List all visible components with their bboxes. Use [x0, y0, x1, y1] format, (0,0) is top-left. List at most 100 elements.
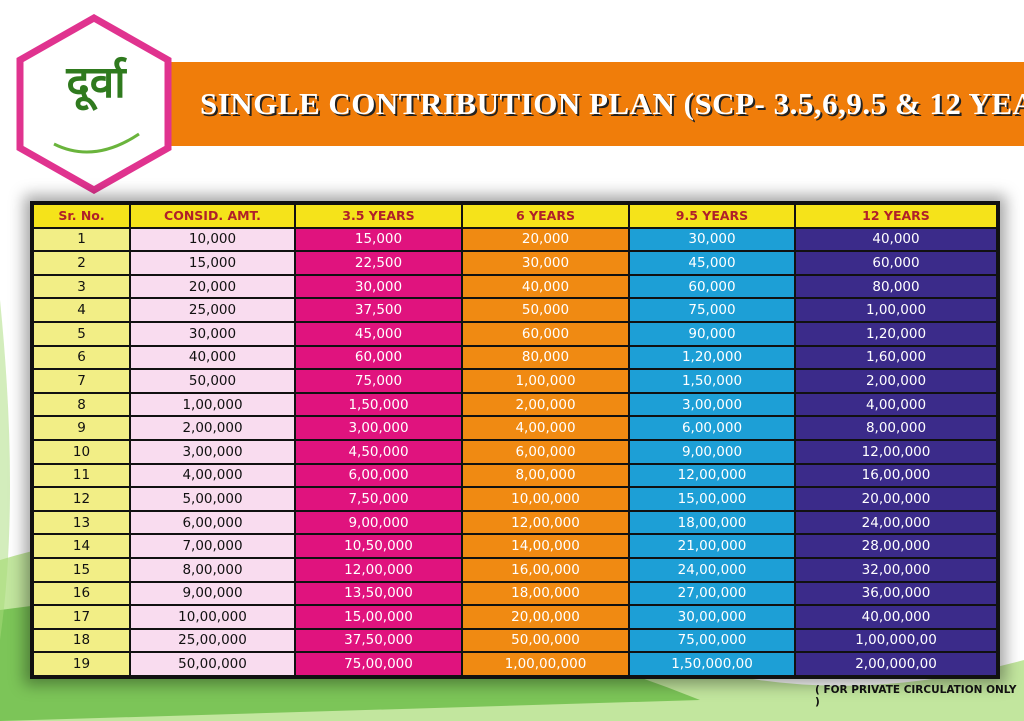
table-cell: 6,00,000	[296, 464, 461, 487]
table-cell: 15	[34, 558, 129, 581]
table-row: 16 9,00,000 13,50,000 18,00,000 27,00,000 36,…	[34, 582, 996, 605]
table-cell: 14,00,000	[463, 535, 628, 557]
table-row: 1 10,000 15,000 20,000 30,000 40,000	[34, 228, 996, 251]
table-cell: 1,00,000,00	[796, 629, 996, 652]
table-cell: 8,00,000	[131, 558, 294, 581]
table-cell: 12,00,000	[296, 558, 461, 581]
table-cell: 21,00,000	[630, 535, 794, 557]
table-cell: 18,00,000	[630, 511, 794, 534]
table-cell: 2	[34, 252, 129, 274]
table-row: 10 3,00,000 4,50,000 6,00,000 9,00,000 12,00,…	[34, 440, 996, 463]
table-cell: 75,000	[296, 370, 461, 392]
table-cell: 25,000	[131, 299, 294, 321]
table-cell: 2,00,000	[131, 417, 294, 439]
table-cell: 5,00,000	[131, 488, 294, 510]
table-cell: 1,50,000,00	[630, 653, 794, 675]
table-cell: 45,000	[296, 322, 461, 345]
table-cell: 11	[34, 464, 129, 487]
table-cell: 22,500	[296, 252, 461, 274]
table-row: 18 25,00,000 37,50,000 50,00,000 75,00,000 1,…	[34, 629, 996, 652]
table-cell: 9,00,000	[630, 440, 794, 463]
table-row: 13 6,00,000 9,00,000 12,00,000 18,00,000 24,0…	[34, 511, 996, 534]
table-cell: 37,50,000	[296, 629, 461, 652]
header-row: Sr. No. CONSID. AMT. 3.5 YEARS 6 YEARS 9.5 Y…	[34, 205, 996, 227]
table-cell: 18,00,000	[463, 582, 628, 605]
table-row: 9 2,00,000 3,00,000 4,00,000 6,00,000 8,00,00…	[34, 417, 996, 439]
plan-table: Sr. No. CONSID. AMT. 3.5 YEARS 6 YEARS 9.5 Y…	[32, 203, 998, 677]
table-cell: 12,00,000	[796, 440, 996, 463]
table-cell: 1,20,000	[630, 346, 794, 369]
table-cell: 14	[34, 535, 129, 557]
logo-leaf	[53, 132, 140, 154]
table-cell: 90,000	[630, 322, 794, 345]
table-cell: 50,000	[131, 370, 294, 392]
table-cell: 60,000	[296, 346, 461, 369]
table-cell: 7,50,000	[296, 488, 461, 510]
table-cell: 16,00,000	[463, 558, 628, 581]
table-cell: 40,00,000	[796, 606, 996, 628]
table-cell: 10	[34, 440, 129, 463]
table-cell: 5	[34, 322, 129, 345]
table-cell: 3,00,000	[630, 393, 794, 416]
table-cell: 20,000	[463, 228, 628, 251]
table-cell: 10,00,000	[463, 488, 628, 510]
table-cell: 4,00,000	[131, 464, 294, 487]
table-cell: 40,000	[796, 228, 996, 251]
column-header: 6 YEARS	[463, 205, 628, 227]
table-row: 14 7,00,000 10,50,000 14,00,000 21,00,000 28,…	[34, 535, 996, 557]
table-row: 19 50,00,000 75,00,000 1,00,00,000 1,50,000,…	[34, 653, 996, 675]
table-cell: 30,000	[463, 252, 628, 274]
table-cell: 15,000	[296, 228, 461, 251]
table-cell: 3	[34, 275, 129, 298]
table-cell: 30,000	[131, 322, 294, 345]
table-cell: 13,50,000	[296, 582, 461, 605]
table-cell: 15,000	[131, 252, 294, 274]
table-cell: 6,00,000	[463, 440, 628, 463]
column-header: 3.5 YEARS	[296, 205, 461, 227]
table-row: 8 1,00,000 1,50,000 2,00,000 3,00,000 4,00,00…	[34, 393, 996, 416]
table-cell: 10,00,000	[131, 606, 294, 628]
table-cell: 4	[34, 299, 129, 321]
table-cell: 17	[34, 606, 129, 628]
table-cell: 1,50,000	[296, 393, 461, 416]
table-cell: 24,00,000	[630, 558, 794, 581]
table-cell: 15,00,000	[296, 606, 461, 628]
table-cell: 1	[34, 228, 129, 251]
table-cell: 3,00,000	[296, 417, 461, 439]
table-cell: 2,00,000	[796, 370, 996, 392]
table-cell: 8,00,000	[463, 464, 628, 487]
table-row: 17 10,00,000 15,00,000 20,00,000 30,00,000 40…	[34, 606, 996, 628]
column-header: CONSID. AMT.	[131, 205, 294, 227]
table-cell: 1,00,000	[131, 393, 294, 416]
table-row: 7 50,000 75,000 1,00,000 1,50,000 2,00,000	[34, 370, 996, 392]
logo	[16, 14, 172, 194]
green-swoosh	[0, 300, 10, 640]
table-cell: 2,00,000,00	[796, 653, 996, 675]
table-row: 11 4,00,000 6,00,000 8,00,000 12,00,000 16,00…	[34, 464, 996, 487]
table-cell: 60,000	[630, 275, 794, 298]
table-cell: 15,00,000	[630, 488, 794, 510]
table-body: 1 10,000 15,000 20,000 30,000 40,000 2 15,000 22…	[34, 228, 996, 675]
table-cell: 45,000	[630, 252, 794, 274]
title: SINGLE CONTRIBUTION PLAN (SCP- 3.5,6,9.5…	[200, 86, 1024, 121]
title-banner	[160, 62, 1024, 146]
table-cell: 20,00,000	[463, 606, 628, 628]
table-cell: 50,000	[463, 299, 628, 321]
table-cell: 30,000	[630, 228, 794, 251]
table-cell: 32,00,000	[796, 558, 996, 581]
table-cell: 4,00,000	[796, 393, 996, 416]
logo-text: दूर्वा	[66, 57, 126, 108]
table-cell: 75,00,000	[630, 629, 794, 652]
table-cell: 7	[34, 370, 129, 392]
table-cell: 4,50,000	[296, 440, 461, 463]
table-cell: 40,000	[463, 275, 628, 298]
table-cell: 8,00,000	[796, 417, 996, 439]
table-cell: 20,000	[131, 275, 294, 298]
table-cell: 12,00,000	[630, 464, 794, 487]
table-cell: 80,000	[463, 346, 628, 369]
table-cell: 30,00,000	[630, 606, 794, 628]
table-frame: Sr. No. CONSID. AMT. 3.5 YEARS 6 YEARS 9.5 Y…	[30, 201, 1000, 679]
table-cell: 1,00,000	[463, 370, 628, 392]
table-cell: 75,00,000	[296, 653, 461, 675]
table-cell: 16	[34, 582, 129, 605]
